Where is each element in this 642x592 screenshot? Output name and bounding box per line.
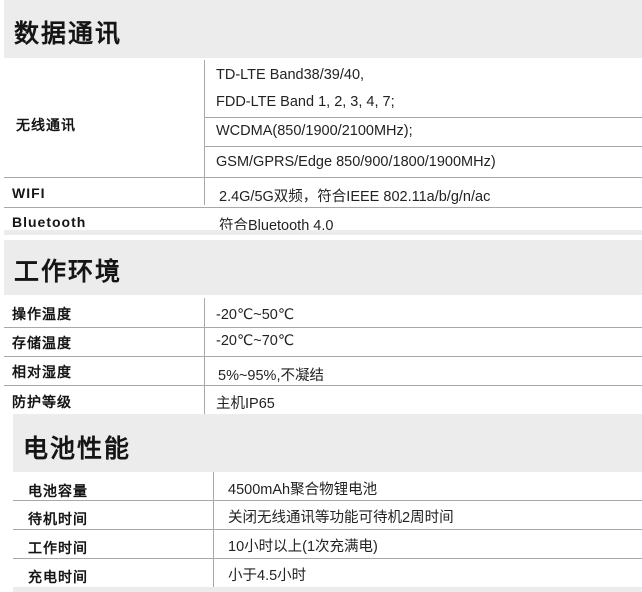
column-divider	[204, 60, 205, 205]
row-value: -20℃~70℃	[216, 333, 295, 349]
row-label: WIFI	[12, 185, 46, 201]
section-header-battery: 电池性能	[13, 414, 642, 472]
section-title: 数据通讯	[14, 20, 123, 48]
section-title: 工作环境	[14, 258, 123, 286]
row-divider	[4, 327, 642, 328]
row-value: TD-LTE Band38/39/40,	[216, 67, 365, 83]
row-value: 关闭无线通讯等功能可待机2周时间	[228, 510, 454, 526]
row-divider	[4, 385, 642, 386]
row-divider	[13, 529, 642, 530]
row-value: WCDMA(850/1900/2100MHz);	[216, 123, 413, 139]
row-label: 操作温度	[12, 306, 72, 322]
column-divider	[213, 472, 214, 588]
row-value: 10小时以上(1次充满电)	[228, 539, 378, 555]
row-label: 工作时间	[28, 540, 88, 556]
section-footer-bar	[13, 587, 642, 592]
row-divider	[13, 500, 642, 501]
row-value: 5%~95%,不凝结	[218, 368, 324, 384]
row-label: 电池容量	[28, 483, 88, 499]
row-divider	[4, 356, 642, 357]
row-value: 小于4.5小时	[228, 568, 307, 584]
row-divider	[204, 117, 642, 118]
section-header-environment: 工作环境	[4, 240, 642, 295]
row-divider	[4, 177, 642, 178]
row-value: 主机IP65	[216, 396, 275, 412]
row-value: -20℃~50℃	[216, 307, 295, 323]
row-label: 存储温度	[12, 335, 72, 351]
row-label: 防护等级	[12, 394, 72, 410]
row-value: 4500mAh聚合物锂电池	[228, 482, 378, 498]
row-label: 相对湿度	[12, 364, 72, 380]
row-label: 待机时间	[28, 511, 88, 527]
section-title: 电池性能	[23, 435, 132, 463]
row-divider	[204, 146, 642, 147]
section-footer-bar	[4, 230, 642, 235]
section-header-data-comm: 数据通讯	[4, 0, 642, 58]
row-value: FDD-LTE Band 1, 2, 3, 4, 7;	[216, 94, 395, 110]
row-value: 2.4G/5G双频，符合IEEE 802.11a/b/g/n/ac	[219, 189, 491, 205]
row-label: Bluetooth	[12, 214, 87, 230]
row-value: GSM/GPRS/Edge 850/900/1800/1900MHz)	[216, 154, 496, 170]
row-divider	[13, 558, 642, 559]
row-label: 无线通讯	[16, 117, 76, 133]
row-label: 充电时间	[28, 569, 88, 585]
row-divider	[4, 207, 642, 208]
